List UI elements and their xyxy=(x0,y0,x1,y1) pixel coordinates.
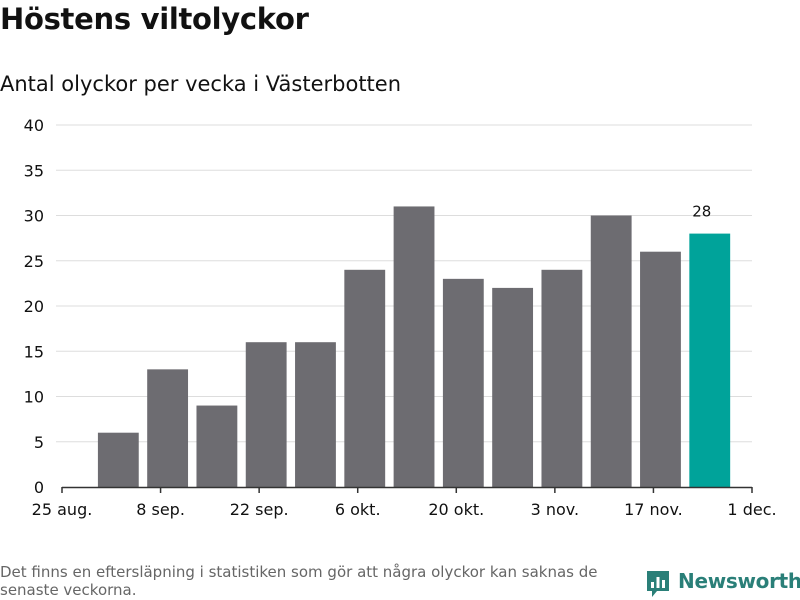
data-labels: 28 xyxy=(692,203,711,221)
x-tick-label: 25 aug. xyxy=(32,500,93,519)
x-tick-label: 6 okt. xyxy=(335,500,381,519)
chart-title: Höstens viltolyckor xyxy=(0,2,309,36)
bars xyxy=(97,206,731,487)
bar xyxy=(442,278,484,487)
bar xyxy=(393,206,435,487)
y-tick-label: 15 xyxy=(24,342,44,361)
bar xyxy=(344,269,386,487)
y-tick-label: 35 xyxy=(24,161,44,180)
brand-logo[interactable]: Newsworthy xyxy=(645,569,800,599)
y-axis: 0 5 10 15 20 25 30 35 40 xyxy=(24,116,44,497)
y-tick-label: 5 xyxy=(34,433,44,452)
bar-chart-icon xyxy=(647,571,669,597)
bar xyxy=(245,342,287,487)
footnote: Det finns en eftersläpning i statistiken… xyxy=(0,563,598,599)
x-tick-label: 8 sep. xyxy=(136,500,185,519)
bar xyxy=(97,432,139,487)
y-tick-label: 10 xyxy=(24,388,44,407)
y-tick-label: 40 xyxy=(24,116,44,135)
bar xyxy=(295,342,336,487)
y-tick-label: 0 xyxy=(34,478,44,497)
bar xyxy=(196,405,238,487)
data-label: 28 xyxy=(692,203,711,221)
bar xyxy=(541,269,583,487)
x-tick-label: 3 nov. xyxy=(531,500,580,519)
brand-name: Newsworthy xyxy=(678,569,800,593)
y-tick-label: 20 xyxy=(24,297,44,316)
bar-highlight xyxy=(689,233,731,487)
x-tick-label: 22 sep. xyxy=(230,500,289,519)
chart-subtitle: Antal olyckor per vecka i Västerbotten xyxy=(0,72,402,96)
bar xyxy=(640,251,681,487)
bar xyxy=(147,369,189,487)
y-tick-label: 25 xyxy=(24,252,44,271)
x-tick-label: 20 okt. xyxy=(428,500,484,519)
x-tick-label: 17 nov. xyxy=(624,500,683,519)
x-axis: 25 aug. 8 sep. 22 sep. 6 okt. 20 okt. 3 nov. 1… xyxy=(32,486,777,519)
y-tick-label: 30 xyxy=(24,207,44,226)
bar xyxy=(590,215,632,487)
bar xyxy=(492,287,534,487)
x-tick-label: 1 dec. xyxy=(727,500,776,519)
